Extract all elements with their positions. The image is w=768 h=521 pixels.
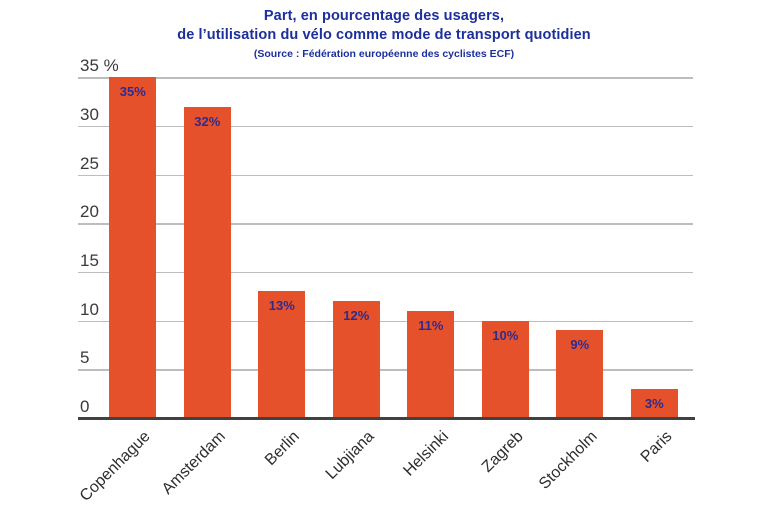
bar: 11% [407,310,455,417]
y-axis-tick-label: 15 [80,251,99,270]
category-label: Zagreb [478,428,527,476]
bar: 3% [630,388,678,417]
y-gridline [78,126,693,128]
y-gridline [78,320,693,322]
bar-value-label: 12% [343,308,370,324]
y-gridline [78,174,693,176]
bar-value-label: 35% [119,84,146,100]
bar: 9% [556,330,604,417]
bar-value-label: 32% [194,113,221,129]
y-gridline [78,223,693,225]
chart-title-line2: de l’utilisation du vélo comme mode de t… [177,26,591,43]
y-gridline [78,272,693,274]
y-axis-tick-label: 25 [80,153,99,173]
category-label: Amsterdam [158,428,229,498]
category-label: Paris [637,428,676,466]
chart-title-line1: Part, en pourcentage des usagers, [263,8,505,24]
bar-value-label: 3% [644,395,664,411]
category-label: Copenhague [77,428,154,505]
category-label: Stockholm [535,428,601,493]
y-gridline [78,369,693,371]
y-axis-tick-label: 20 [80,202,99,222]
y-axis-tick-label: 0 [80,397,90,416]
bar-value-label: 11% [418,317,444,333]
category-label: Berlin [261,428,303,469]
y-axis-tick-label: 35 % [80,56,119,76]
bar-value-label: 9% [570,337,590,353]
x-axis-line [78,417,695,420]
bar: 32% [183,106,231,417]
bar-value-label: 13% [268,298,295,314]
bar: 13% [258,291,306,417]
chart-source-subtitle: (Source : Fédération européenne des cycl… [253,48,515,60]
bar-value-label: 10% [492,327,519,343]
bar: 35% [109,77,157,417]
category-label: Helsinki [400,428,452,480]
chart-header: Part, en pourcentage des usagers, de l’u… [0,7,768,60]
y-axis-tick-label: 5 [80,348,90,368]
bar: 10% [481,320,529,417]
bar: 12% [332,301,380,417]
y-axis-tick-label: 10 [80,299,99,319]
y-axis-tick-label: 30 [80,105,99,124]
category-label: Lubjiana [322,428,378,483]
y-gridline [78,77,693,79]
